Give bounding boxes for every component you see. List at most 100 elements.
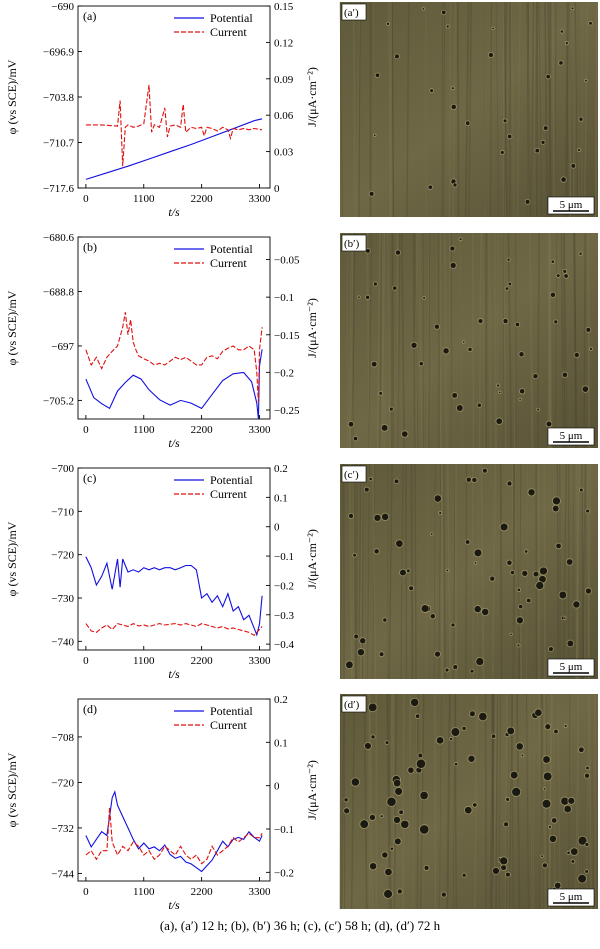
x-tick-label: 1100 <box>133 193 155 205</box>
corrosion-pit <box>469 711 475 717</box>
corrosion-pit <box>545 724 551 730</box>
texture-streak <box>368 693 371 910</box>
texture-streak <box>381 232 385 449</box>
legend-label: Current <box>210 25 247 39</box>
x-tick-label: 1100 <box>133 886 155 898</box>
x-tick-label: 2200 <box>191 886 214 898</box>
texture-streak <box>594 693 597 910</box>
y-left-tick-label: −720 <box>51 777 74 789</box>
y-left-tick-label: −717.6 <box>43 183 74 195</box>
texture-streak <box>453 463 456 680</box>
corrosion-pit <box>449 737 453 741</box>
corrosion-pit <box>380 815 383 818</box>
texture-streak <box>474 693 478 910</box>
corrosion-pit <box>503 119 507 123</box>
corrosion-pit <box>559 591 567 599</box>
texture-streak <box>389 1 393 218</box>
texture-streak <box>548 232 552 449</box>
panel-label: (a) <box>83 9 96 23</box>
texture-streak <box>552 693 556 910</box>
y-right-axis-label: J/(μA·cm⁻²) <box>305 760 319 820</box>
corrosion-pit <box>515 322 520 327</box>
corrosion-pit <box>439 511 442 515</box>
corrosion-pit <box>561 797 569 805</box>
texture-streak <box>350 232 354 449</box>
legend-label: Current <box>210 718 247 732</box>
texture-streak <box>350 463 352 680</box>
corrosion-pit <box>476 657 484 666</box>
texture-streak <box>388 463 393 680</box>
texture-streak <box>587 463 592 680</box>
texture-streak <box>556 463 559 680</box>
corrosion-pit <box>526 598 531 603</box>
texture-streak <box>573 232 578 449</box>
texture-streak <box>555 232 558 449</box>
texture-streak <box>464 1 470 218</box>
corrosion-pit <box>564 805 572 813</box>
texture-streak <box>517 463 523 680</box>
corrosion-pit <box>584 773 590 778</box>
texture-streak <box>562 232 566 449</box>
series-line-potential <box>85 349 263 419</box>
texture-streak <box>581 463 587 680</box>
corrosion-pit <box>345 661 353 669</box>
corrosion-pit <box>498 391 501 394</box>
texture-streak <box>363 693 368 910</box>
texture-streak <box>397 232 401 449</box>
corrosion-pit <box>586 327 591 332</box>
corrosion-pit <box>574 352 579 358</box>
corrosion-pit <box>566 559 573 565</box>
texture-streak <box>577 693 580 910</box>
corrosion-pit <box>441 10 446 15</box>
series-line-potential <box>85 556 263 637</box>
corrosion-pit <box>373 134 376 137</box>
legend-label: Current <box>210 256 247 270</box>
corrosion-pit <box>579 252 582 255</box>
texture-streak <box>588 693 592 910</box>
plot-frame <box>77 698 271 882</box>
corrosion-pit <box>578 747 584 753</box>
corrosion-pit <box>393 816 401 824</box>
corrosion-pit <box>543 126 548 131</box>
corrosion-pit <box>579 488 583 492</box>
texture-streak <box>460 232 463 449</box>
y-right-tick-label: −0.15 <box>274 330 300 342</box>
corrosion-pit <box>507 727 515 735</box>
y-left-tick-label: −744 <box>51 868 74 880</box>
y-left-tick-label: −732 <box>51 823 74 835</box>
corrosion-pit <box>548 825 552 829</box>
texture-streak <box>495 1 500 218</box>
corrosion-pit <box>492 867 500 875</box>
corrosion-pit <box>443 348 449 354</box>
texture-streak <box>353 463 357 680</box>
corrosion-pit <box>462 873 466 877</box>
texture-streak <box>384 232 387 449</box>
chart-panel-1: 0 1100 2200 3300 −705.2 −697 −688.8 −680.6 −0.25… <box>5 232 319 450</box>
corrosion-pit <box>578 874 587 883</box>
corrosion-pit <box>539 575 546 583</box>
texture-streak <box>414 232 419 449</box>
corrosion-pit <box>374 549 379 554</box>
texture-streak <box>411 693 414 910</box>
corrosion-pit <box>419 362 424 366</box>
x-tick-label: 3300 <box>248 655 271 667</box>
corrosion-pit <box>582 386 589 392</box>
corrosion-pit <box>560 30 564 33</box>
y-right-tick-label: 0 <box>274 522 280 534</box>
corrosion-pit <box>395 250 401 255</box>
y-right-tick-label: 0.1 <box>274 492 288 504</box>
corrosion-pit <box>401 820 409 829</box>
texture-streak <box>472 232 475 449</box>
texture-streak <box>530 1 535 218</box>
corrosion-pit <box>519 352 524 357</box>
texture-streak <box>454 463 457 680</box>
corrosion-pit <box>410 698 419 707</box>
texture-streak <box>442 1 446 218</box>
texture-streak <box>551 1 556 218</box>
corrosion-pit <box>559 61 563 65</box>
y-left-axis-label: φ (vs SCE)/mV <box>5 521 19 596</box>
corrosion-pit <box>465 121 470 126</box>
corrosion-pit <box>446 569 449 572</box>
corrosion-pit <box>385 741 389 745</box>
corrosion-pit <box>474 561 477 564</box>
